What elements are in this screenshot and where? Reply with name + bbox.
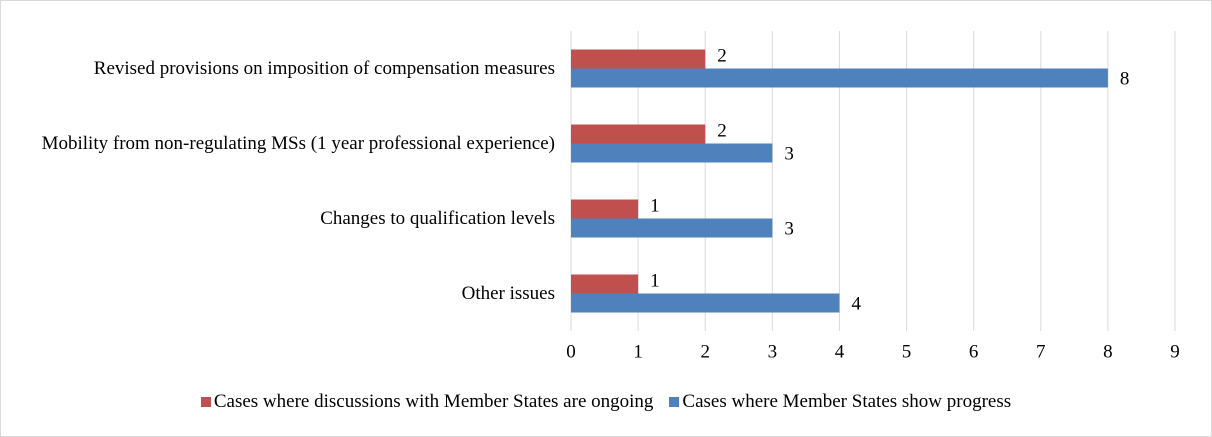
bar — [571, 293, 840, 313]
data-label: 3 — [784, 143, 794, 164]
bar — [571, 124, 706, 144]
legend-item: Cases where discussions with Member Stat… — [200, 391, 654, 413]
x-tick-label: 6 — [969, 341, 979, 362]
bar — [571, 199, 639, 219]
category-label: Other issues — [462, 264, 555, 324]
category-label: Changes to qualification levels — [320, 189, 555, 249]
legend-item: Cases where Member States show progress — [669, 391, 1011, 413]
bar — [571, 68, 1108, 88]
x-tick-label: 2 — [700, 341, 710, 362]
bar — [571, 49, 706, 69]
data-label: 2 — [717, 120, 727, 141]
bar — [571, 274, 639, 294]
legend-swatch — [200, 397, 211, 407]
x-tick-label: 8 — [1103, 341, 1113, 362]
category-text: Revised provisions on imposition of comp… — [93, 58, 555, 79]
x-tick-label: 9 — [1170, 341, 1180, 362]
legend-label: Cases where discussions with Member Stat… — [213, 391, 654, 412]
x-tick-label: 7 — [1036, 341, 1046, 362]
category-text: Other issues — [461, 283, 555, 304]
legend: Cases where discussions with Member Stat… — [1, 391, 1211, 413]
data-label: 1 — [650, 195, 660, 216]
x-tick-label: 1 — [633, 341, 643, 362]
category-label: Revised provisions on imposition of comp… — [94, 39, 555, 99]
category-text: Changes to qualification levels — [320, 208, 555, 229]
x-tick-label: 3 — [768, 341, 778, 362]
data-label: 4 — [851, 293, 861, 314]
data-label: 8 — [1120, 68, 1130, 89]
x-tick-label: 4 — [835, 341, 845, 362]
category-text: Mobility from non-regulating MSs (1 year… — [41, 133, 555, 154]
category-label: Mobility from non-regulating MSs (1 year… — [42, 114, 555, 174]
legend-swatch — [669, 397, 680, 407]
bar — [571, 143, 773, 163]
x-tick-label: 5 — [902, 341, 912, 362]
data-label: 3 — [784, 218, 794, 239]
x-tick-label: 0 — [566, 341, 576, 362]
data-label: 1 — [650, 270, 660, 291]
bar — [571, 218, 773, 238]
data-label: 2 — [717, 45, 727, 66]
legend-label: Cases where Member States show progress — [682, 391, 1012, 412]
